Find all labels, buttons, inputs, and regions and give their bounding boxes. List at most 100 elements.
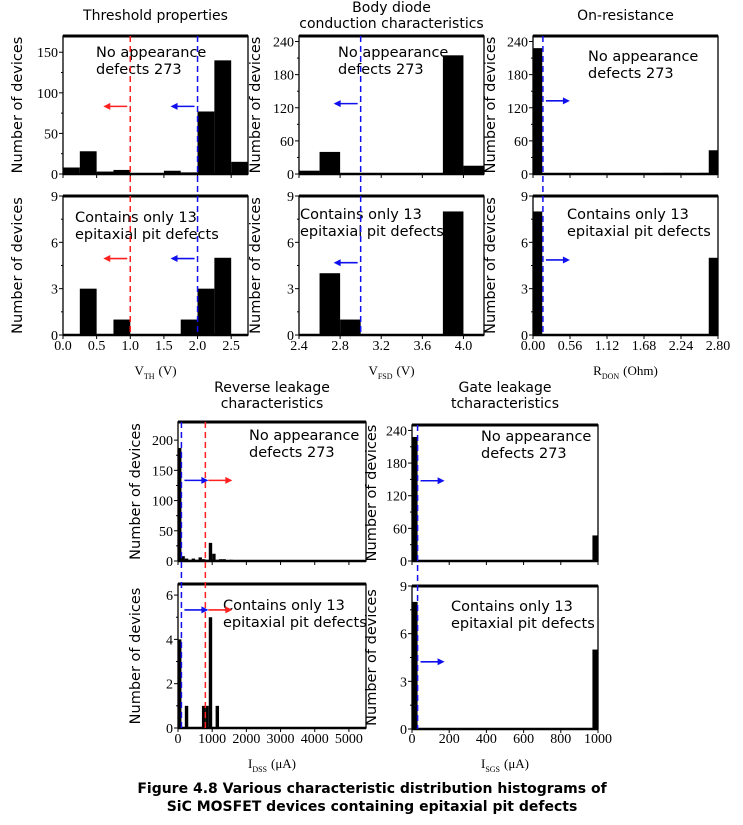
y-axis-label: Number of devices: [10, 197, 26, 334]
y-tick-label: 120: [507, 102, 528, 117]
x-tick-label: 0.00: [521, 339, 546, 354]
chart-title: tcharacteristics: [451, 396, 559, 412]
x-tick-label: 600: [513, 732, 534, 747]
y-axis-label: Number of devices: [364, 589, 380, 726]
histogram-bar: [442, 55, 464, 174]
annotation-text: No appearance: [481, 429, 591, 445]
y-tick-label: 0: [400, 723, 407, 738]
x-axis-label: ISGS (μA): [481, 756, 529, 774]
chart-0: Threshold properties 0 50 100 150 Number of d…: [10, 8, 249, 381]
arrow-head-icon: [201, 476, 209, 484]
annotation-text: Contains only 13: [75, 210, 197, 226]
arrow-head-icon: [103, 255, 111, 263]
y-tick-label: 0: [400, 555, 407, 570]
x-label-unit: (μA): [504, 756, 529, 771]
arrow-head-icon: [225, 606, 233, 614]
chart-title: conduction characteristics: [299, 16, 483, 32]
histogram-bar: [63, 167, 80, 174]
y-axis-label: Number of devices: [248, 197, 264, 334]
x-tick-label: 2.80: [706, 339, 731, 354]
x-tick-label: 1.5: [155, 339, 173, 354]
y-tick-label: 0: [521, 329, 528, 344]
x-label-symbol: V: [134, 363, 144, 378]
y-tick-label: 3: [51, 283, 58, 298]
histogram-bar: [205, 705, 209, 728]
top-panel: 0 60 120 180 240 Number of devices No appearan…: [248, 34, 485, 183]
arrow-head-icon: [333, 259, 341, 267]
arrow-head-icon: [103, 102, 111, 110]
histogram-bar: [178, 447, 182, 561]
x-tick-label: 2.8: [331, 339, 349, 354]
histogram-bar: [319, 273, 341, 335]
arrow-head-icon: [437, 477, 445, 485]
chart-title: characteristics: [221, 396, 324, 412]
arrow-head-icon: [170, 102, 178, 110]
x-axis-label: RDON (Ohm): [593, 363, 658, 381]
bottom-panel: 0 3 6 9 2.4 2.8 3.2 3.6 4.0 Number of devices Cont…: [248, 190, 485, 354]
annotation-text: epitaxial pit defects: [300, 224, 444, 240]
histogram-bar: [201, 705, 206, 728]
arrow-head-icon: [437, 658, 445, 666]
histogram-bar: [198, 557, 202, 561]
annotation-text: epitaxial pit defects: [75, 227, 219, 243]
histogram-bar: [181, 556, 185, 561]
bottom-panel: 0 3 6 9 0.00 0.56 1.12 1.68 2.24 2.80 Number of de…: [483, 190, 730, 354]
chart-title: Threshold properties: [82, 8, 228, 24]
x-axis-label: VTH (V): [134, 363, 176, 381]
y-tick-label: 0: [51, 168, 58, 183]
y-tick-label: 0: [287, 329, 294, 344]
annotation-text: epitaxial pit defects: [223, 615, 367, 631]
histogram-bar: [299, 170, 320, 174]
histogram-bar: [215, 705, 220, 728]
histogram-bar: [463, 165, 484, 174]
bottom-panel: 0 2 4 6 0 1000 2000 3000 4000 5000 Number of devic…: [128, 582, 367, 747]
histogram-bar: [197, 288, 215, 335]
histogram-bar: [113, 319, 131, 335]
y-axis-label: Number of devices: [128, 423, 144, 560]
x-tick-label: 3.2: [372, 339, 390, 354]
annotation-text: No appearance: [588, 49, 698, 65]
x-tick-label: 2.4: [290, 339, 308, 354]
histogram-bar: [180, 319, 198, 335]
y-tick-label: 0: [287, 168, 294, 183]
y-tick-label: 180: [386, 457, 407, 472]
y-tick-label: 6: [521, 236, 528, 251]
y-tick-label: 9: [400, 580, 407, 595]
histogram-bar: [592, 649, 598, 729]
x-label-subscript: SGS: [485, 765, 500, 774]
annotation-text: epitaxial pit defects: [451, 616, 595, 632]
annotation-text: No appearance: [96, 45, 206, 61]
x-label-unit: (V): [397, 363, 415, 378]
x-tick-label: 2.5: [222, 339, 240, 354]
x-label-symbol: R: [593, 363, 602, 378]
figure-caption: SiC MOSFET devices containing epitaxial …: [167, 799, 578, 815]
arrow-head-icon: [333, 100, 341, 108]
annotation-text: Contains only 13: [567, 207, 689, 223]
histogram-bar: [340, 319, 361, 335]
y-tick-label: 50: [44, 127, 58, 142]
y-tick-label: 0: [51, 329, 58, 344]
x-tick-label: 2.0: [189, 339, 207, 354]
y-tick-label: 60: [393, 522, 407, 537]
x-label-unit: (Ohm): [623, 363, 658, 378]
histogram-bar: [79, 151, 97, 174]
y-tick-label: 0: [166, 722, 173, 737]
y-tick-label: 6: [400, 628, 407, 643]
x-axis-label: IDSS (μA): [248, 756, 296, 774]
y-tick-label: 3: [521, 283, 528, 298]
y-axis-label: Number of devices: [248, 37, 264, 174]
y-tick-label: 9: [287, 190, 294, 205]
x-tick-label: 1000: [584, 732, 612, 747]
x-tick-label: 800: [550, 732, 571, 747]
x-axis-label: VFSD (V): [368, 363, 414, 381]
histogram-bar: [163, 170, 181, 174]
y-tick-label: 6: [51, 236, 58, 251]
x-tick-label: 0.5: [88, 339, 106, 354]
y-tick-label: 120: [273, 102, 294, 117]
x-tick-label: 1.12: [595, 339, 620, 354]
arrow-head-icon: [562, 97, 570, 105]
